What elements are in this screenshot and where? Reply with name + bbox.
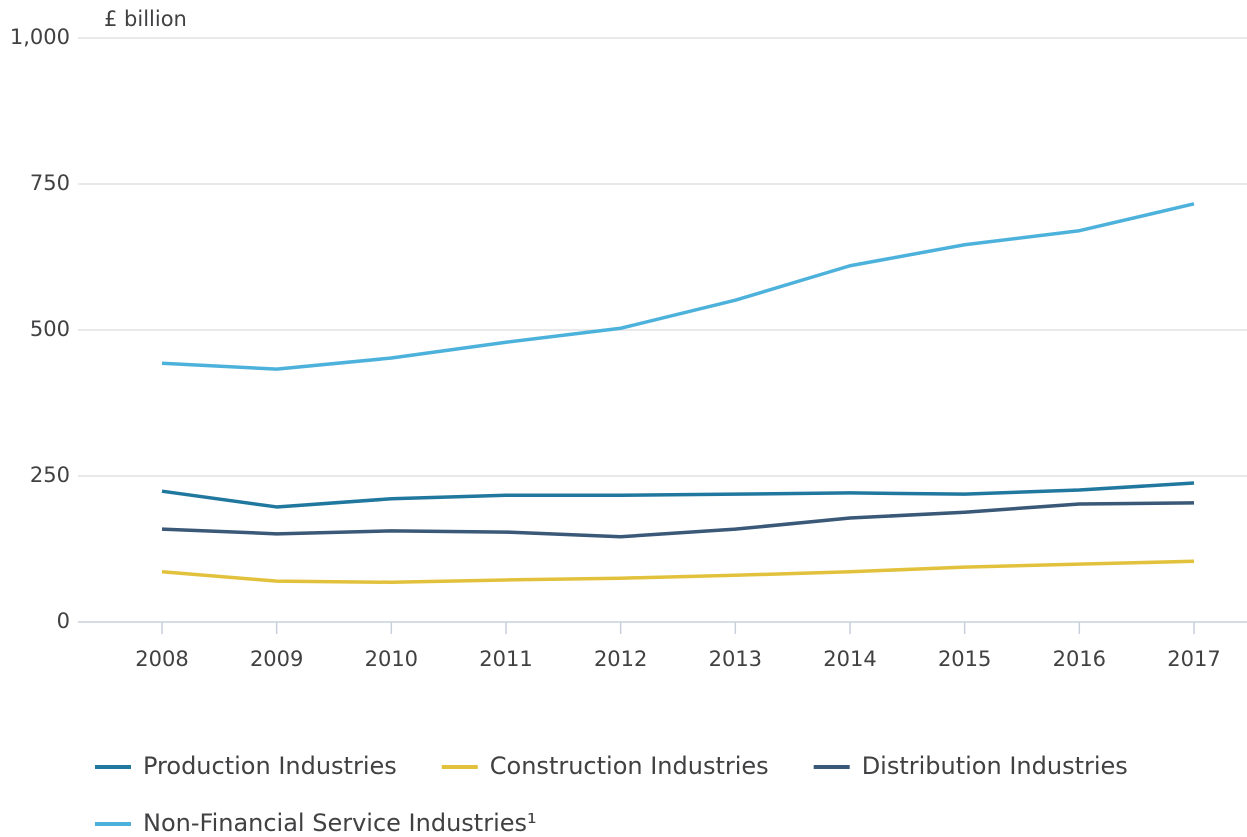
y-axis-label: £ billion xyxy=(104,7,187,31)
legend-label: Distribution Industries xyxy=(862,752,1128,780)
x-tick-label: 2015 xyxy=(938,647,991,671)
x-tick-label: 2008 xyxy=(135,647,188,671)
x-tick-label: 2011 xyxy=(479,647,532,671)
y-tick-label: 250 xyxy=(30,463,70,487)
x-tick-label: 2013 xyxy=(709,647,762,671)
x-tick-label: 2010 xyxy=(365,647,418,671)
y-tick-label: 0 xyxy=(57,609,70,633)
legend-label: Production Industries xyxy=(143,752,397,780)
y-tick-label: 750 xyxy=(30,171,70,195)
series-line xyxy=(161,559,1195,585)
legend-label: Non-Financial Service Industries¹ xyxy=(143,809,537,837)
x-tick-label: 2009 xyxy=(250,647,303,671)
series-line xyxy=(161,202,1195,371)
x-tick-label: 2014 xyxy=(823,647,876,671)
legend-label: Construction Industries xyxy=(490,752,769,780)
series-line xyxy=(161,481,1195,509)
x-tick-label: 2012 xyxy=(594,647,647,671)
x-tick-label: 2017 xyxy=(1167,647,1220,671)
y-tick-label: 1,000 xyxy=(10,25,70,49)
x-tick-label: 2016 xyxy=(1053,647,1106,671)
series-line xyxy=(161,501,1195,539)
y-tick-label: 500 xyxy=(30,317,70,341)
